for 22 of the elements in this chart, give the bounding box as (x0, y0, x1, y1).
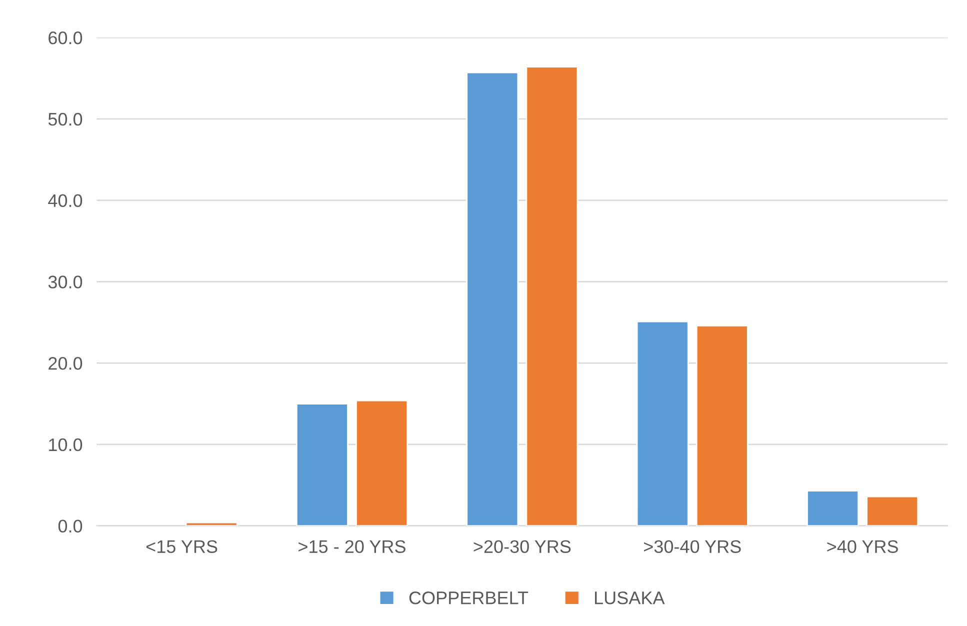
bar (466, 72, 519, 526)
bar (806, 490, 860, 526)
bar (636, 320, 689, 526)
bar (526, 66, 578, 526)
bar (696, 324, 748, 526)
bar (356, 400, 408, 526)
y-tick-label: 0.0 (58, 520, 82, 533)
y-tick-label: 40.0 (48, 194, 82, 208)
x-tick-label: >15 - 20 YRS (298, 540, 406, 553)
y-tick-label: 50.0 (48, 112, 82, 126)
legend-label: COPPERBELT (409, 591, 528, 604)
x-tick-label: >30-40 YRS (644, 540, 741, 553)
x-tick-label: <15 YRS (146, 540, 218, 553)
bar (296, 403, 348, 526)
bar (866, 496, 919, 526)
y-tick-label: 60.0 (48, 31, 82, 44)
y-tick-label: 10.0 (49, 438, 82, 452)
legend-label: LUSAKA (595, 591, 665, 604)
y-tick-label: 20.0 (48, 357, 82, 370)
x-tick-label: >20-30 YRS (474, 540, 571, 553)
y-tick-label: 30.0 (48, 276, 82, 288)
x-tick-label: >40 YRS (827, 540, 898, 553)
